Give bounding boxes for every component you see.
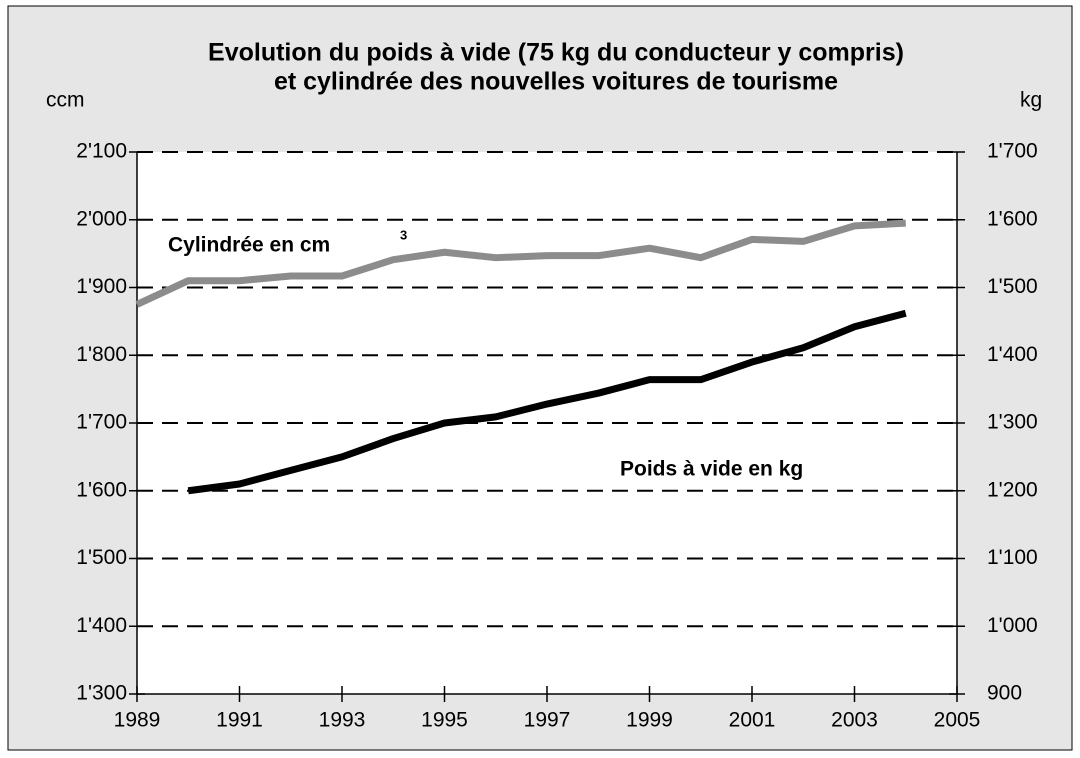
- y-tick-label: 1'300: [76, 682, 127, 705]
- line-series: [135, 219, 906, 308]
- x-tick-label: 1989: [114, 709, 161, 732]
- y-tick-label: 1'600: [76, 478, 127, 501]
- x-tick-label: 1999: [626, 709, 673, 732]
- x-tick-label: 2005: [934, 709, 981, 732]
- y2-axis-label: kg: [1020, 89, 1042, 112]
- y2-tick-label: 1'500: [987, 275, 1038, 298]
- y2-tick-label: 1'300: [987, 411, 1038, 434]
- chart-title: et cylindrée des nouvelles voitures de t…: [274, 68, 838, 96]
- x-tick-label: 1993: [319, 709, 366, 732]
- x-tick-label: 2003: [831, 709, 878, 732]
- y2-tick-label: 900: [987, 682, 1022, 705]
- y-tick-label: 2'100: [76, 140, 127, 163]
- y2-tick-label: 1'000: [987, 614, 1038, 637]
- chart-title: Evolution du poids à vide (75 kg du cond…: [208, 39, 904, 67]
- y-tick-label: 2'000: [76, 207, 127, 230]
- y2-tick-label: 1'100: [987, 546, 1038, 569]
- y-tick-label: 1'700: [76, 411, 127, 434]
- x-tick-label: 2001: [729, 709, 776, 732]
- y2-tick-label: 1'200: [987, 478, 1038, 501]
- x-tick-label: 1991: [216, 709, 263, 732]
- x-tick-label: 1995: [421, 709, 468, 732]
- y-tick-label: 1'400: [76, 614, 127, 637]
- y2-tick-label: 1'700: [987, 140, 1038, 163]
- y-axis-label: ccm: [46, 89, 85, 112]
- y2-tick-label: 1'600: [987, 207, 1038, 230]
- y2-tick-label: 1'400: [987, 343, 1038, 366]
- y-tick-label: 1'800: [76, 343, 127, 366]
- y-tick-label: 1'900: [76, 275, 127, 298]
- line-series: [187, 309, 907, 495]
- series-label: Poids à vide en kg: [620, 458, 803, 481]
- x-tick-label: 1997: [524, 709, 571, 732]
- series-label-sup: 3: [400, 227, 407, 242]
- series-label: Cylindrée en cm: [168, 234, 330, 257]
- y-tick-label: 1'500: [76, 546, 127, 569]
